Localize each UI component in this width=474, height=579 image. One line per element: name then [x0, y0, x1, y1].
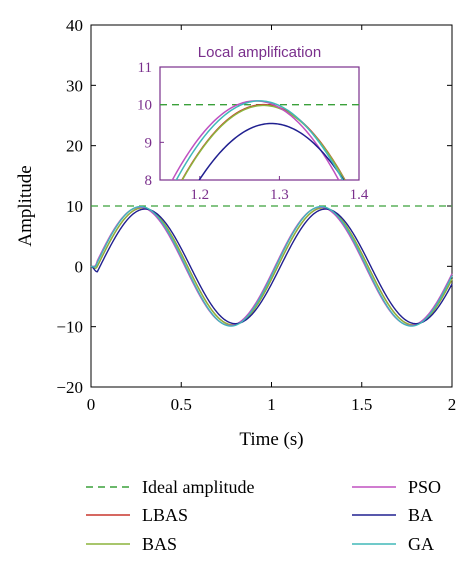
legend-label-pso: PSO [408, 477, 441, 497]
y-tick-label: 30 [66, 76, 83, 95]
series-line-ba [90, 208, 453, 325]
y-tick-label: 20 [66, 137, 83, 156]
series-line-ga [90, 205, 453, 327]
y-tick-label: −20 [56, 378, 83, 397]
inset-series-ba [198, 122, 345, 180]
y-tick-label: −10 [56, 318, 83, 337]
inset-y-tick-label: 11 [138, 60, 152, 76]
x-tick-label: 1.5 [351, 395, 372, 414]
inset-x-tick-label: 1.4 [350, 187, 369, 203]
inset-x-tick-label: 1.2 [190, 187, 209, 203]
x-tick-label: 0 [87, 395, 96, 414]
y-tick-label: 40 [66, 16, 83, 35]
y-tick-label: 10 [66, 197, 83, 216]
y-axis-label: Amplitude [15, 165, 36, 246]
x-tick-label: 1 [267, 395, 276, 414]
x-tick-label: 0.5 [171, 395, 192, 414]
legend-label-lbas: LBAS [142, 505, 188, 525]
inset-x-tick-label: 1.3 [270, 187, 289, 203]
x-tick-label: 2 [448, 395, 457, 414]
y-tick-label: 0 [75, 257, 84, 276]
inset-title-bg [158, 39, 361, 67]
inset-y-tick-label: 10 [137, 98, 152, 114]
inset-y-tick-label: 9 [145, 135, 153, 151]
legend-label-ba: BA [408, 505, 433, 525]
x-axis-label: Time (s) [239, 429, 303, 450]
inset-title: Local amplification [198, 44, 321, 61]
legend-label-ideal-amplitude: Ideal amplitude [142, 477, 254, 497]
inset-y-tick-label: 8 [145, 173, 153, 189]
series-line-bas [90, 207, 453, 326]
series-line-lbas [90, 207, 453, 326]
inset-series-ga [175, 100, 344, 180]
legend-label-bas: BAS [142, 534, 177, 554]
legend-label-ga: GA [408, 534, 434, 554]
series-line-pso [90, 206, 453, 327]
inset-series-bas [181, 104, 346, 180]
